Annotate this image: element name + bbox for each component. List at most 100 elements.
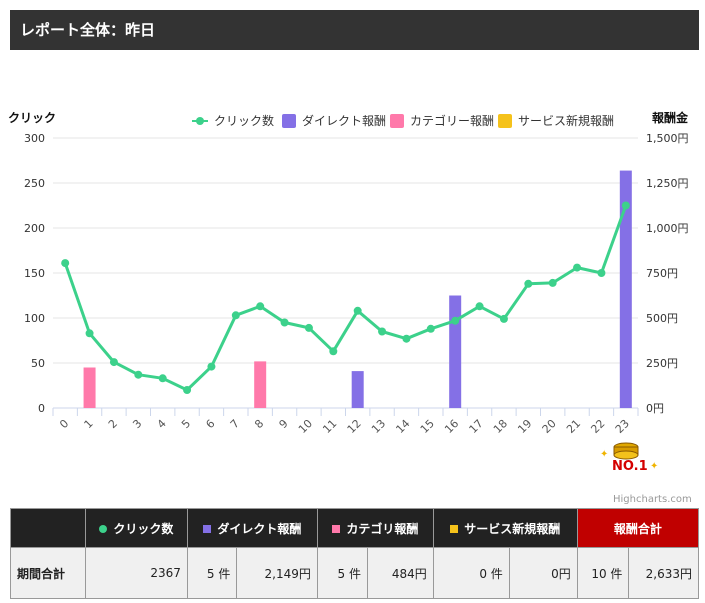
svg-text:✦: ✦	[600, 449, 608, 460]
x-tick-label: 19	[515, 417, 534, 436]
summary-direct-amount: 2,149円	[236, 547, 318, 599]
category-square	[332, 524, 341, 533]
x-tick-label: 1	[82, 417, 96, 431]
summary-direct-count: 5 件	[186, 547, 238, 599]
legend-item: クリック数	[214, 113, 274, 128]
x-tick-label: 3	[130, 417, 144, 431]
legend-symbol	[498, 114, 512, 128]
y-left-tick-label: 0	[38, 402, 45, 415]
y-left-tick-label: 100	[24, 312, 45, 325]
x-tick-label: 18	[491, 417, 510, 436]
summary-header-category: カテゴリ報酬	[316, 508, 434, 548]
chart-credit[interactable]: Highcharts.com	[613, 494, 692, 505]
x-tick-label: 9	[277, 417, 291, 431]
summary-row-label: 期間合計	[10, 547, 86, 599]
x-tick-label: 20	[540, 417, 559, 436]
line-point	[499, 314, 508, 323]
y-left-tick-label: 250	[24, 177, 45, 190]
line-point	[475, 302, 484, 311]
line-point	[183, 386, 192, 394]
legend-symbol	[196, 117, 204, 125]
y-right-tick-label: 250円	[646, 357, 678, 370]
no1-badge-text: NO.1	[612, 459, 648, 473]
legend-item: サービス新規報酬	[518, 113, 614, 128]
line-point	[621, 201, 630, 210]
legend-symbol	[282, 114, 296, 128]
line-point	[402, 334, 411, 343]
bar-ダイレクト報酬-12	[351, 371, 364, 408]
x-tick-label: 4	[155, 417, 169, 431]
y-right-tick-label: 500円	[646, 312, 678, 325]
legend-item: ダイレクト報酬	[302, 113, 386, 128]
line-point	[329, 347, 338, 356]
x-tick-label: 5	[179, 417, 193, 431]
summary-header-clicks: クリック数	[85, 508, 188, 548]
line-point	[280, 318, 289, 327]
y-left-tick-label: 200	[24, 222, 45, 235]
summary-row: 期間合計 2367 5 件 2,149円 5 件 484円 0 件 0円 10 …	[10, 547, 699, 599]
y-left-tick-label: 300	[24, 132, 45, 145]
line-point	[597, 269, 606, 277]
summary-category-amount: 484円	[366, 547, 434, 599]
y-right-tick-label: 750円	[646, 267, 678, 280]
x-tick-label: 0	[57, 417, 71, 431]
summary-table: クリック数 ダイレクト報酬 カテゴリ報酬 サービス新規報酬 報酬合計 期間合計 …	[10, 508, 700, 599]
bar-カテゴリー報酬-1	[83, 367, 96, 408]
y-right-tick-label: 1,250円	[646, 177, 689, 190]
line-point	[548, 278, 557, 287]
line-point	[451, 316, 460, 325]
y-right-axis-title: 報酬金	[652, 110, 689, 125]
svg-text:✦: ✦	[650, 461, 658, 472]
line-point	[378, 327, 387, 336]
y-left-tick-label: 50	[31, 357, 45, 370]
line-point	[61, 259, 70, 268]
x-tick-label: 13	[369, 417, 388, 436]
line-point	[353, 306, 362, 315]
line-point	[207, 362, 216, 371]
y-left-tick-label: 150	[24, 267, 45, 280]
report-title: レポート全体：昨日	[20, 21, 156, 39]
x-tick-label: 17	[467, 417, 486, 436]
line-point	[231, 311, 240, 320]
service-square	[450, 524, 459, 533]
summary-service-count: 0 件	[432, 547, 510, 599]
x-tick-label: 11	[320, 417, 339, 436]
line-point	[85, 329, 94, 338]
report-chart: 0501001502002503000円250円500円750円1,000円1,…	[8, 110, 689, 436]
y-right-tick-label: 1,500円	[646, 132, 689, 145]
x-tick-label: 2	[106, 417, 120, 431]
summary-total-count: 10 件	[576, 547, 630, 599]
bar-カテゴリー報酬-8	[254, 361, 267, 408]
summary-corner	[10, 508, 86, 548]
legend-symbol	[390, 114, 404, 128]
x-tick-label: 22	[588, 417, 607, 436]
x-tick-label: 6	[203, 417, 217, 431]
x-tick-label: 14	[393, 417, 412, 436]
summary-category-count: 5 件	[316, 547, 368, 599]
summary-header-direct: ダイレクト報酬	[186, 508, 318, 548]
summary-header-total: 報酬合計	[576, 508, 700, 548]
line-point	[426, 324, 435, 333]
no1-badge: ✦ NO.1 ✦	[598, 437, 662, 474]
line-point	[524, 279, 533, 288]
summary-clicks: 2367	[85, 547, 188, 599]
line-point	[304, 323, 313, 332]
x-tick-label: 23	[613, 417, 632, 436]
line-series-clicks	[63, 204, 628, 392]
line-point	[134, 370, 143, 379]
direct-square	[203, 524, 212, 533]
legend-item: カテゴリー報酬	[410, 113, 494, 128]
summary-header-service: サービス新規報酬	[432, 508, 578, 548]
bar-ダイレクト報酬-23	[619, 170, 632, 408]
x-tick-label: 16	[442, 417, 461, 436]
y-right-tick-label: 1,000円	[646, 222, 689, 235]
line-point	[158, 374, 167, 383]
line-point	[109, 358, 118, 367]
bar-ダイレクト報酬-16	[449, 295, 462, 408]
x-tick-label: 8	[252, 417, 266, 431]
y-right-tick-label: 0円	[646, 402, 664, 415]
x-tick-label: 12	[345, 417, 364, 436]
x-tick-label: 15	[418, 417, 437, 436]
report-header: レポート全体：昨日	[10, 10, 699, 50]
x-tick-label: 10	[296, 417, 315, 436]
